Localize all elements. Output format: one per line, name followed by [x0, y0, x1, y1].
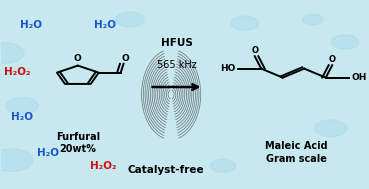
- Circle shape: [0, 43, 24, 64]
- Circle shape: [331, 35, 359, 49]
- Text: H₂O: H₂O: [37, 148, 59, 158]
- Circle shape: [231, 16, 258, 30]
- Circle shape: [303, 14, 323, 25]
- Text: H₂O₂: H₂O₂: [90, 161, 117, 171]
- Text: O: O: [329, 55, 336, 64]
- Circle shape: [0, 149, 33, 171]
- Text: Maleic Acid
Gram scale: Maleic Acid Gram scale: [265, 141, 328, 164]
- Text: O: O: [251, 46, 258, 55]
- Text: O: O: [74, 54, 82, 63]
- Text: HFUS: HFUS: [161, 38, 193, 48]
- Circle shape: [211, 159, 236, 172]
- Text: H₂O₂: H₂O₂: [4, 67, 31, 77]
- Text: H₂O: H₂O: [94, 20, 116, 30]
- Text: 565 kHz: 565 kHz: [156, 60, 196, 70]
- Text: H₂O: H₂O: [11, 112, 34, 122]
- Text: OH: OH: [351, 73, 367, 82]
- Text: Furfural
20wt%: Furfural 20wt%: [56, 132, 100, 154]
- Text: H₂O: H₂O: [20, 20, 42, 30]
- Circle shape: [315, 120, 347, 137]
- Text: Catalyst-free: Catalyst-free: [127, 165, 204, 175]
- Text: O: O: [121, 54, 129, 63]
- Circle shape: [115, 12, 144, 27]
- Text: HO: HO: [220, 64, 236, 73]
- Circle shape: [6, 97, 38, 114]
